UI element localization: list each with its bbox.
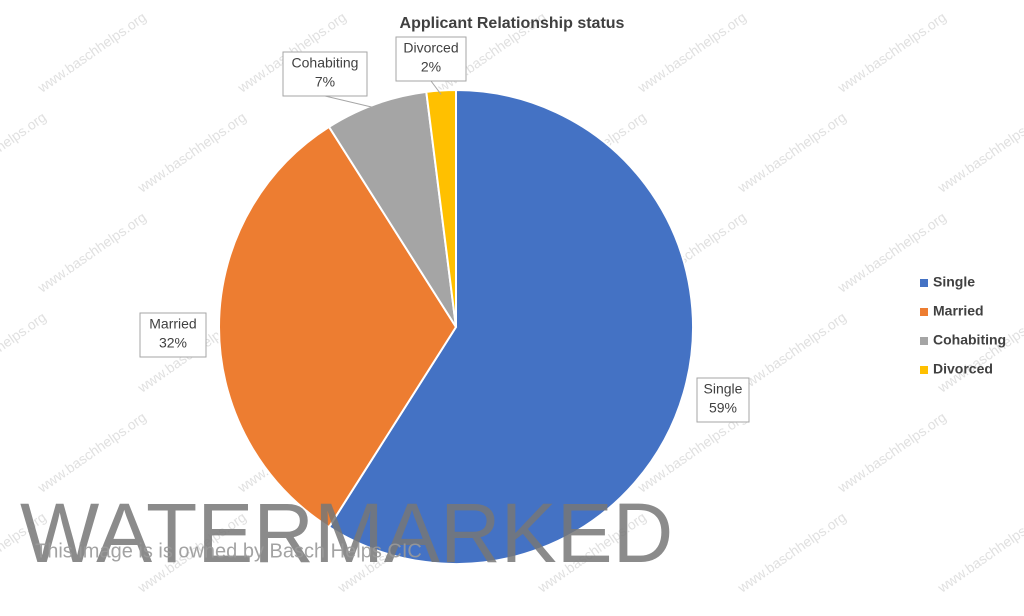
leader-line bbox=[324, 95, 376, 109]
legend-swatch bbox=[920, 308, 928, 316]
watermark-notice: This image is is owned by Basch Helps CI… bbox=[35, 540, 422, 562]
legend-label: Divorced bbox=[933, 361, 993, 377]
pie bbox=[217, 88, 694, 565]
pie-slice bbox=[327, 88, 694, 565]
data-label-value: 2% bbox=[421, 59, 441, 75]
data-label-box bbox=[139, 312, 207, 358]
legend-label: Married bbox=[933, 303, 984, 319]
chart-title: Applicant Relationship status bbox=[400, 15, 625, 32]
pie-slice bbox=[217, 125, 458, 529]
data-label-box bbox=[282, 51, 368, 97]
legend-swatch bbox=[920, 337, 928, 345]
data-label-value: 32% bbox=[159, 335, 187, 351]
pie-slice bbox=[327, 90, 457, 328]
data-label-box bbox=[395, 36, 467, 82]
data-label-name: Cohabiting bbox=[292, 55, 359, 71]
data-label-name: Married bbox=[149, 316, 196, 332]
leader-line bbox=[430, 80, 442, 95]
data-labels: Single 59% Married 32% Cohabiting 7% Divorced 2… bbox=[139, 36, 750, 423]
legend-swatch bbox=[920, 279, 928, 287]
data-label-name: Divorced bbox=[403, 40, 458, 56]
data-label-value: 59% bbox=[709, 400, 737, 416]
legend-label: Cohabiting bbox=[933, 332, 1006, 348]
legend-swatch bbox=[920, 366, 928, 374]
data-label-box bbox=[696, 377, 750, 423]
watermark-text: WATERMARKED bbox=[20, 486, 673, 580]
pie-slice bbox=[425, 88, 457, 328]
data-label-name: Single bbox=[704, 381, 743, 397]
data-label-value: 7% bbox=[315, 74, 335, 90]
legend-label: Single bbox=[933, 274, 975, 290]
legend: Single Married Cohabiting Divorced bbox=[920, 274, 1006, 377]
